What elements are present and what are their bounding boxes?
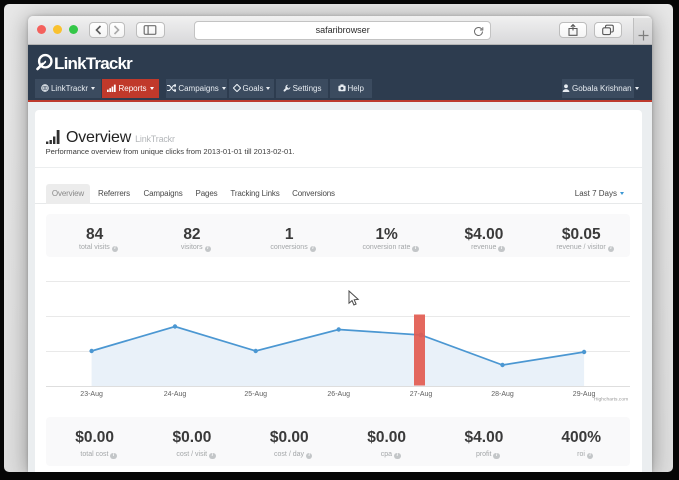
svg-text:27-Aug: 27-Aug	[410, 391, 433, 398]
svg-text:29-Aug: 29-Aug	[573, 391, 596, 398]
svg-text:23-Aug: 23-Aug	[80, 391, 103, 398]
svg-text:24-Aug: 24-Aug	[164, 391, 187, 398]
svg-text:26-Aug: 26-Aug	[327, 391, 350, 398]
svg-text:28-Aug: 28-Aug	[491, 391, 514, 398]
svg-text:25-Aug: 25-Aug	[244, 391, 267, 398]
